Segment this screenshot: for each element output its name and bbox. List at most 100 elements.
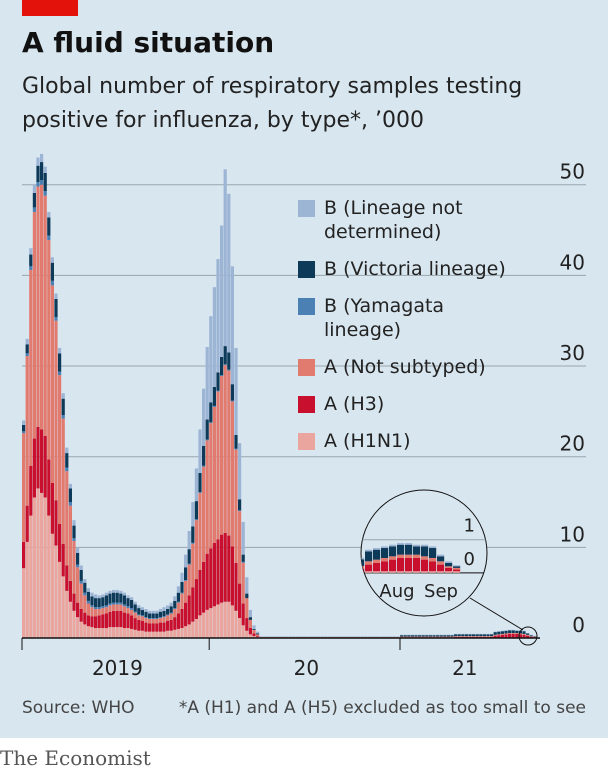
bar-segment [169,602,173,607]
bar-segment [151,631,155,638]
bar-segment [140,615,144,617]
bar-segment [137,615,141,620]
bar-segment [108,627,112,638]
inset-bar-segment [453,565,461,567]
bar-segment [61,414,65,419]
bar-segment [158,622,162,632]
inset-bar-segment [445,566,453,568]
bar-segment [115,627,119,638]
bar-segment [86,600,90,604]
inset-bar-segment [389,556,397,560]
bar-segment [126,606,130,609]
inset-bar-segment [421,559,429,572]
bar-segment [36,186,40,427]
bar-segment [61,418,65,544]
y-tick-label: 0 [572,613,585,637]
bar-segment [482,636,486,637]
bar-segment [22,568,26,638]
bar-segment [112,592,116,603]
bar-segment [176,592,180,602]
bar-segment [173,608,177,609]
bar-segment [54,293,58,299]
bar-segment [223,532,227,602]
bar-segment [418,636,422,638]
bar-segment [227,352,231,370]
bar-segment [122,606,126,613]
bar-segment [76,547,80,553]
bar-segment [252,629,256,634]
bar-segment [446,635,450,637]
bar-segment [515,630,519,634]
bar-segment [108,590,112,594]
bar-segment [166,620,170,631]
bar-segment [61,576,65,638]
bar-segment [209,316,213,403]
bar-segment [94,616,98,629]
bar-segment [169,612,173,614]
inset-x-tick-label: Sep [424,581,458,602]
bar-segment [220,225,224,357]
bar-segment [223,601,227,638]
bar-segment [529,635,533,637]
bar-segment [162,622,166,632]
inset-bar-segment [445,562,453,567]
bar-segment [155,623,159,632]
inset-bar-segment [389,544,397,547]
bar-segment [94,594,98,599]
bar-segment [198,492,202,493]
bar-segment [245,593,249,599]
bar-segment [58,371,62,376]
bar-segment [61,393,65,399]
inset-bar-segment [429,557,437,562]
bar-segment [425,636,429,638]
bar-segment [72,610,76,638]
brand: The Economist [0,746,151,770]
inset-bar-segment [405,543,413,545]
bar-segment [94,608,98,617]
bar-segment [104,605,108,608]
bar-segment [191,621,195,638]
bar-segment [94,607,98,609]
bar-segment [104,592,108,596]
bar-segment [166,605,170,609]
inset-bar-segment [389,571,397,573]
bar-segment [234,448,238,450]
bar-segment [54,320,58,501]
bar-segment [112,610,116,628]
inset-bar-segment [429,548,437,558]
bar-segment [54,317,58,321]
bar-segment [403,635,407,637]
bar-segment [32,184,36,193]
bar-segment [216,372,220,391]
bar-segment [65,471,69,566]
bar-segment [407,635,411,637]
bar-segment [54,500,58,546]
legend-swatch [298,396,315,413]
bar-segment [47,211,51,218]
bar-segment [504,634,508,638]
x-tick-label: 21 [452,656,477,680]
inset-bar-segment [365,549,373,552]
bar-segment [515,633,519,634]
bar-segment [83,612,87,625]
inset-bar-segment [381,561,389,572]
inset-bar-segment [397,557,405,572]
bar-segment [25,356,29,506]
bar-segment [241,603,245,626]
bar-segment [256,636,260,638]
bar-segment [115,610,119,628]
bar-segment [22,420,26,425]
bar-segment [65,447,69,454]
bar-segment [241,554,245,562]
legend-label: B (Lineage not determined) [324,197,463,243]
bar-segment [29,254,33,267]
brand-bar [22,0,78,16]
bar-segment [86,626,90,638]
bar-segment [155,618,159,619]
bar-segment [248,609,252,618]
inset-bar-segment [437,554,445,557]
inset-bar-segment [389,559,397,572]
bar-segment [166,630,170,638]
bar-segment [115,592,119,603]
bar-segment [119,590,123,594]
